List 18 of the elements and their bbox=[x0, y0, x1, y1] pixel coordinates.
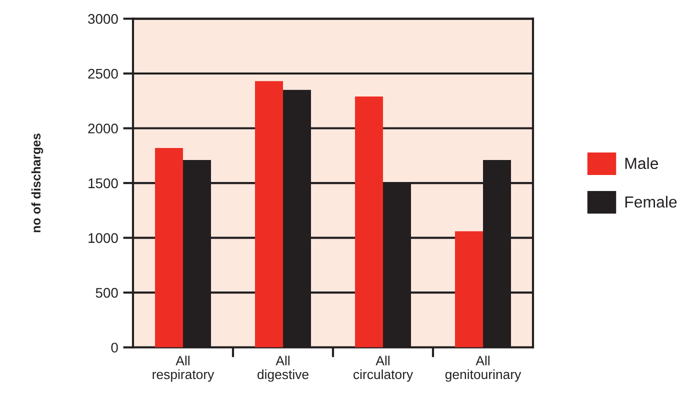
y-axis-title: no of discharges bbox=[31, 134, 44, 232]
legend-label: Male bbox=[625, 157, 658, 170]
y-tick-label: 0 bbox=[111, 342, 118, 353]
legend-label: Female bbox=[625, 196, 677, 208]
bar bbox=[455, 231, 483, 348]
bar bbox=[355, 96, 383, 348]
bar bbox=[255, 81, 283, 348]
y-tick-label: 2500 bbox=[88, 68, 118, 79]
x-tick-label: All respiratory bbox=[152, 356, 214, 382]
y-tick-label: 3000 bbox=[88, 14, 118, 24]
bar bbox=[155, 148, 183, 348]
x-tick-label: All digestive bbox=[258, 356, 308, 382]
x-tick-label: All genitourinary bbox=[445, 356, 522, 382]
y-tick-label: 500 bbox=[96, 288, 118, 298]
y-tick-label: 1500 bbox=[88, 178, 118, 188]
x-tick-label: All circulatory bbox=[354, 356, 414, 382]
y-tick-label: 2000 bbox=[88, 124, 118, 134]
y-tick-label: 1000 bbox=[88, 233, 118, 243]
